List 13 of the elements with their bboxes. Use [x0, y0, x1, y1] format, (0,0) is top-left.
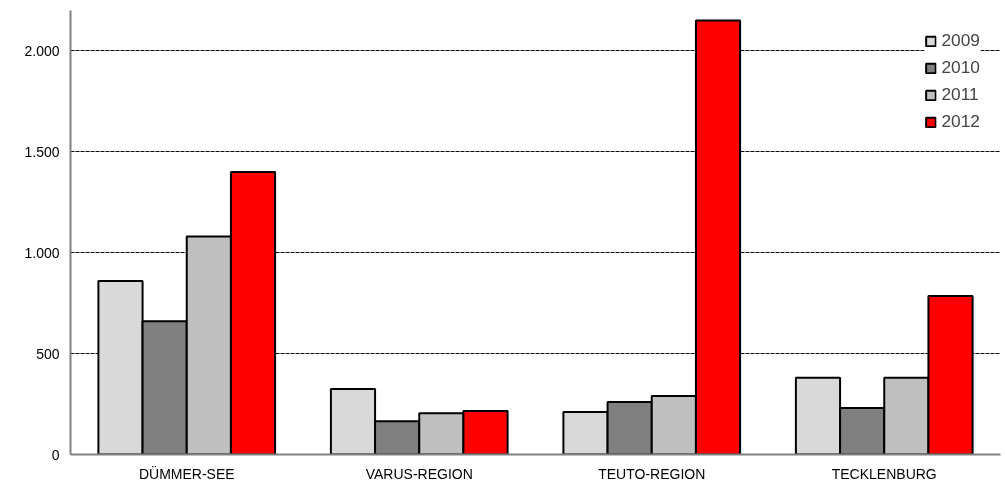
y-tick-label: 0	[51, 446, 60, 463]
x-tick-label: DÜMMER-SEE	[138, 464, 235, 482]
legend-label: 2009	[941, 30, 980, 51]
legend-label: 2011	[941, 84, 979, 105]
y-tick-label: 1.500	[24, 143, 60, 160]
x-tick-label: VARUS-REGION	[365, 465, 473, 482]
y-tick-label: 2.000	[24, 42, 60, 59]
y-tick-label: 1.000	[24, 244, 60, 261]
x-tick-label: TECKLENBURG	[831, 465, 937, 482]
legend-label: 2012	[941, 111, 980, 132]
y-tick-label: 500	[36, 345, 60, 362]
legend-label: 2010	[941, 57, 980, 78]
x-tick-label: TEUTO-REGION	[598, 465, 706, 482]
